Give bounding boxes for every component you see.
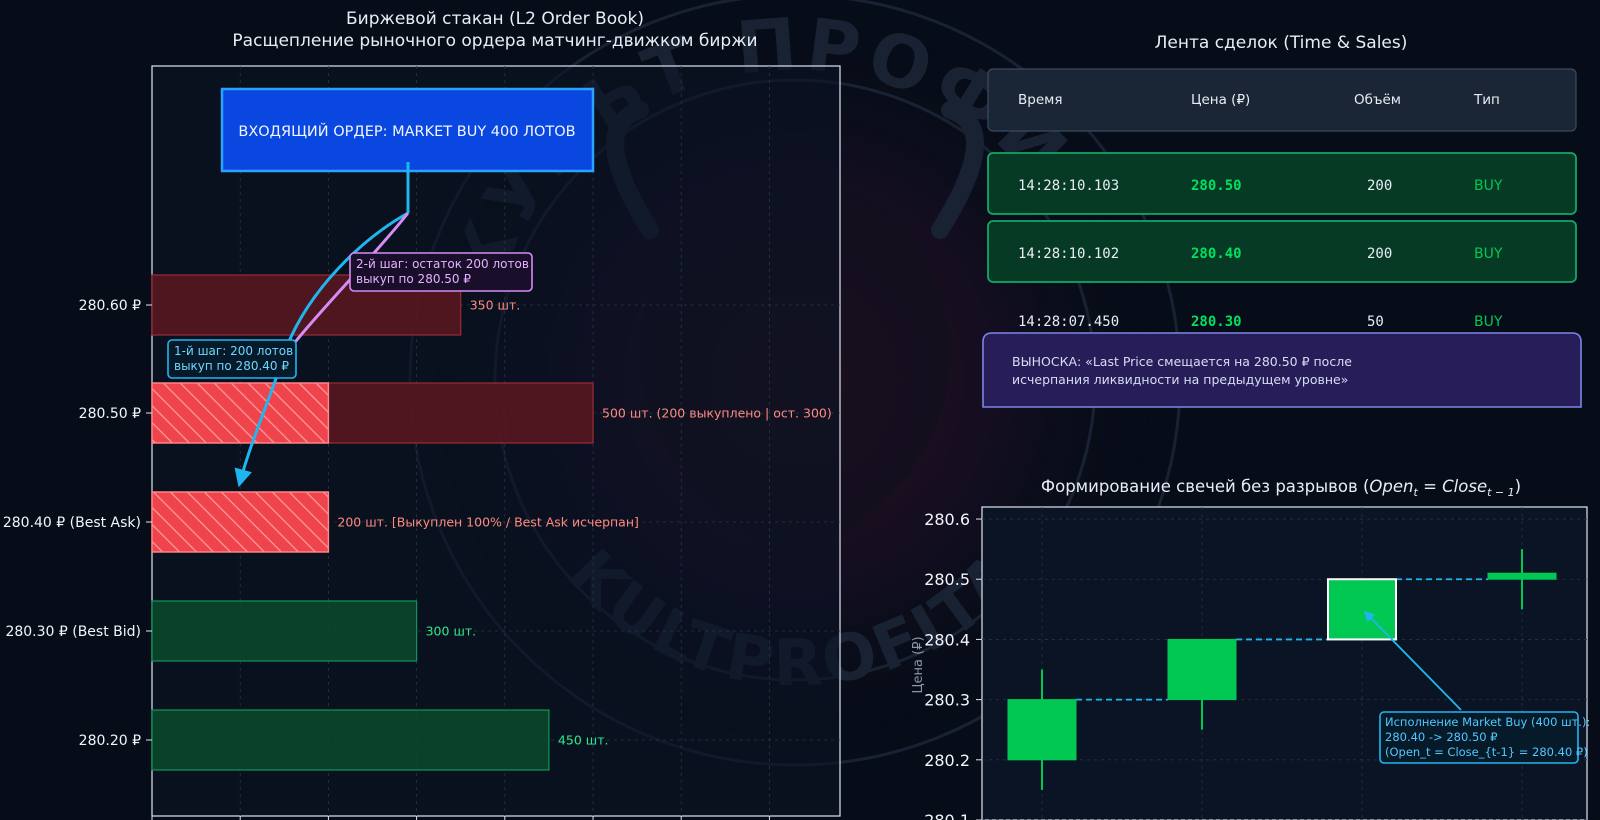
order-book-bars xyxy=(151,274,594,771)
order-book-subtitle: Расщепление рыночного ордера матчинг-дви… xyxy=(232,31,757,51)
order-book-volume-label: 450 шт. xyxy=(558,733,609,748)
tape-row-2-type: BUY xyxy=(1474,246,1503,262)
tape-row-1-bg xyxy=(987,152,1577,215)
candle-annotation-line3: (Open_t = Close_{t-1} = 280.40 ₽) xyxy=(1385,745,1588,759)
trade-tape-title: Лента сделок (Time & Sales) xyxy=(1155,33,1408,53)
candle-y-axis-label: Цена (₽) xyxy=(911,636,926,693)
order-book-filled-bar xyxy=(151,382,330,444)
candle-open-close-links xyxy=(1076,578,1488,701)
price-level-label: 280.60 ₽ xyxy=(79,298,141,314)
order-book-title: Биржевой стакан (L2 Order Book) xyxy=(346,9,644,29)
candle-y-ticks: 280.1 280.2 280.3 280.4 280.5 280.6 xyxy=(924,510,982,820)
formula-open: Open xyxy=(1369,477,1413,496)
tape-row-3-volume: 50 xyxy=(1367,314,1384,330)
order-book-volume-label: 500 шт. (200 выкуплено | ост. 300) xyxy=(602,406,832,421)
order-book-bar xyxy=(151,600,418,662)
price-level-label: 280.50 ₽ xyxy=(79,406,141,422)
tape-row-3-price: 280.30 xyxy=(1191,314,1242,330)
y-tick-label: 280.1 xyxy=(924,811,970,820)
tape-callout-line1: ВЫНОСКА: «Last Price смещается на 280.50… xyxy=(1012,354,1352,369)
header-volume: Объём xyxy=(1354,92,1401,108)
candle-body xyxy=(1167,638,1237,701)
step1-arrow xyxy=(234,372,280,488)
candle-chart-panel: Формирование свечей без разрывов (Opent … xyxy=(911,477,1590,820)
candle-chart-title: Формирование свечей без разрывов (Opent … xyxy=(1041,477,1521,499)
y-tick-label: 280.4 xyxy=(924,630,970,649)
tape-row-3-time: 14:28:07.450 xyxy=(1018,314,1119,330)
tape-row-1-type: BUY xyxy=(1474,178,1503,194)
y-tick-label: 280.5 xyxy=(924,570,970,589)
candles xyxy=(1007,549,1557,790)
trade-tape-panel: Лента сделок (Time & Sales) Время Цена (… xyxy=(982,33,1582,408)
tape-row-2-bg xyxy=(987,220,1577,283)
price-level-label: 280.20 ₽ xyxy=(79,733,141,749)
formula-close: Close xyxy=(1442,477,1487,496)
tape-row-2-volume: 200 xyxy=(1367,246,1392,262)
tape-row-2-time: 14:28:10.102 xyxy=(1018,246,1119,262)
trade-tape-header xyxy=(987,68,1577,132)
order-book-panel: Биржевой стакан (L2 Order Book) Расщепле… xyxy=(3,9,841,820)
tape-callout-box xyxy=(982,332,1582,408)
step1-line1: 1-й шаг: 200 лотов xyxy=(174,344,293,358)
candle-annotation-box xyxy=(1379,711,1579,764)
step2-arrow-a xyxy=(285,211,409,347)
step2-line2: выкуп по 280.50 ₽ xyxy=(356,272,471,286)
tape-row-3-type: BUY xyxy=(1474,314,1503,330)
order-book-price-levels: 280.60 ₽ 280.50 ₽ 280.40 ₽ (Best Ask) 280.3… xyxy=(3,298,152,749)
order-book-volume-label: 350 шт. xyxy=(470,298,521,313)
tape-row-1-time: 14:28:10.103 xyxy=(1018,178,1119,194)
candle-grid xyxy=(982,507,1587,820)
step2-callout xyxy=(349,252,533,292)
y-tick-label: 280.6 xyxy=(924,510,970,529)
order-book-filled-bar xyxy=(151,491,330,553)
candle-plot-area xyxy=(981,506,1588,820)
tape-row-1-price: 280.50 xyxy=(1191,178,1242,194)
tape-row-1-volume: 200 xyxy=(1367,178,1392,194)
incoming-order-label: ВХОДЯЩИЙ ОРДЕР: MARKET BUY 400 ЛОТОВ xyxy=(238,122,575,140)
step1-line2: выкуп по 280.40 ₽ xyxy=(174,359,289,373)
price-level-label: 280.30 ₽ (Best Bid) xyxy=(5,624,141,640)
y-tick-label: 280.2 xyxy=(924,751,970,770)
candle-body xyxy=(1327,578,1397,641)
step2-line1: 2-й шаг: остаток 200 лотов xyxy=(356,257,529,271)
order-book-volume-label: 300 шт. xyxy=(426,624,477,639)
header-type: Тип xyxy=(1473,92,1500,108)
order-book-value-labels: 350 шт. 500 шт. (200 выкуплено | ост. 300… xyxy=(337,298,831,748)
header-price: Цена (₽) xyxy=(1191,92,1250,108)
tape-row-2-price: 280.40 xyxy=(1191,246,1242,262)
candle-annotation-line1: Исполнение Market Buy (400 шт.): xyxy=(1385,715,1590,729)
candle-annotation-arrow xyxy=(1363,610,1462,711)
step1-callout xyxy=(167,339,297,379)
candle-body xyxy=(1007,699,1077,761)
candle-annotation-line2: 280.40 -> 280.50 ₽ xyxy=(1385,730,1498,744)
order-book-bar xyxy=(151,709,550,771)
step2-arrow-b xyxy=(290,212,410,347)
price-level-label: 280.40 ₽ (Best Ask) xyxy=(3,515,141,531)
tape-callout-line2: исчерпания ликвидности на предыдущем уро… xyxy=(1012,372,1348,387)
header-time: Время xyxy=(1018,92,1062,108)
order-book-volume-label: 200 шт. [Выкуплен 100% / Best Ask исчерп… xyxy=(337,515,638,530)
candle-body xyxy=(1487,572,1557,580)
y-tick-label: 280.3 xyxy=(924,691,970,710)
